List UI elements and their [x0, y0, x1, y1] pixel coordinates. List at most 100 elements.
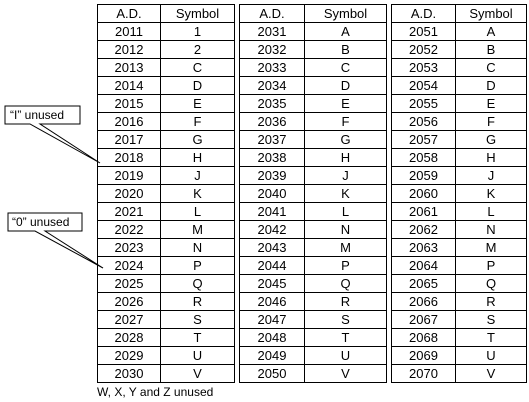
- table-cell: U: [160, 346, 235, 365]
- table-cell: Q: [455, 274, 527, 293]
- header-cell: Symbol: [304, 4, 387, 23]
- table-cell: 2019: [97, 166, 161, 185]
- table-cell: 2052: [391, 40, 456, 59]
- table-cell: 2062: [391, 220, 456, 239]
- table-cell: 2012: [97, 40, 161, 59]
- table-cell: A: [455, 22, 527, 41]
- table-cell: B: [455, 40, 527, 59]
- table-cell: G: [455, 130, 527, 149]
- table-cell: 2023: [97, 238, 161, 257]
- table-cell: 2047: [239, 310, 305, 329]
- table-cell: U: [455, 346, 527, 365]
- table-cell: K: [160, 184, 235, 203]
- table-cell: D: [160, 76, 235, 95]
- table-cell: 2046: [239, 292, 305, 311]
- table-cell: 2053: [391, 58, 456, 77]
- callout-box: [4, 105, 101, 164]
- table-cell: 2037: [239, 130, 305, 149]
- table-cell: J: [304, 166, 387, 185]
- table-cell: C: [160, 58, 235, 77]
- table-cell: S: [160, 310, 235, 329]
- table-cell: T: [455, 328, 527, 347]
- table-cell: 2045: [239, 274, 305, 293]
- table-cell: E: [304, 94, 387, 113]
- table-cell: G: [160, 130, 235, 149]
- table-cell: 2039: [239, 166, 305, 185]
- table-cell: 2066: [391, 292, 456, 311]
- table-cell: 2049: [239, 346, 305, 365]
- table-cell: 2018: [97, 148, 161, 167]
- table-cell: V: [304, 364, 387, 383]
- table-cell: 2068: [391, 328, 456, 347]
- table-cell: 2038: [239, 148, 305, 167]
- table-cell: F: [304, 112, 387, 131]
- table-cell: 2069: [391, 346, 456, 365]
- table-cell: 2016: [97, 112, 161, 131]
- table-cell: S: [304, 310, 387, 329]
- table-cell: 2036: [239, 112, 305, 131]
- table-cell: 2011: [97, 22, 161, 41]
- table-cell: 2056: [391, 112, 456, 131]
- table-cell: P: [160, 256, 235, 275]
- table-cell: 2040: [239, 184, 305, 203]
- table-cell: 2024: [97, 256, 161, 275]
- table-cell: R: [160, 292, 235, 311]
- table-cell: T: [304, 328, 387, 347]
- table-cell: 2026: [97, 292, 161, 311]
- callout-text: “I” unused: [10, 108, 65, 122]
- table-cell: F: [160, 112, 235, 131]
- header-cell: A.D.: [239, 4, 305, 23]
- header-cell: Symbol: [160, 4, 235, 23]
- table-cell: 2028: [97, 328, 161, 347]
- table-cell: K: [455, 184, 527, 203]
- callout-box: [7, 212, 104, 269]
- table-cell: 2044: [239, 256, 305, 275]
- table-cell: L: [455, 202, 527, 221]
- table-cell: 2017: [97, 130, 161, 149]
- table-cell: U: [304, 346, 387, 365]
- table-cell: M: [304, 238, 387, 257]
- table-cell: F: [455, 112, 527, 131]
- table-cell: 2061: [391, 202, 456, 221]
- table-cell: C: [455, 58, 527, 77]
- table-cell: 2055: [391, 94, 456, 113]
- table-cell: J: [455, 166, 527, 185]
- table-cell: H: [455, 148, 527, 167]
- table-cell: 2022: [97, 220, 161, 239]
- table-cell: 2032: [239, 40, 305, 59]
- header-cell: Symbol: [455, 4, 527, 23]
- table-cell: H: [304, 148, 387, 167]
- table-cell: K: [304, 184, 387, 203]
- table-cell: A: [304, 22, 387, 41]
- table-cell: C: [304, 58, 387, 77]
- table-cell: 2041: [239, 202, 305, 221]
- table-cell: 2043: [239, 238, 305, 257]
- table-cell: V: [160, 364, 235, 383]
- table-cell: D: [455, 76, 527, 95]
- table-cell: 2042: [239, 220, 305, 239]
- table-cell: G: [304, 130, 387, 149]
- table-cell: N: [304, 220, 387, 239]
- table-cell: 2027: [97, 310, 161, 329]
- table-cell: 2013: [97, 58, 161, 77]
- table-cell: 2051: [391, 22, 456, 41]
- table-cell: 2059: [391, 166, 456, 185]
- table-cell: 2021: [97, 202, 161, 221]
- header-cell: A.D.: [391, 4, 456, 23]
- table-cell: 2048: [239, 328, 305, 347]
- table-cell: 2070: [391, 364, 456, 383]
- table-cell: Q: [160, 274, 235, 293]
- table-cell: Q: [304, 274, 387, 293]
- table-cell: 2020: [97, 184, 161, 203]
- table-cell: T: [160, 328, 235, 347]
- table-cell: 2014: [97, 76, 161, 95]
- table-cell: M: [160, 220, 235, 239]
- table-cell: 2015: [97, 94, 161, 113]
- table-cell: N: [455, 220, 527, 239]
- table-cell: 2057: [391, 130, 456, 149]
- table-cell: 2034: [239, 76, 305, 95]
- header-cell: A.D.: [97, 4, 161, 23]
- table-cell: L: [304, 202, 387, 221]
